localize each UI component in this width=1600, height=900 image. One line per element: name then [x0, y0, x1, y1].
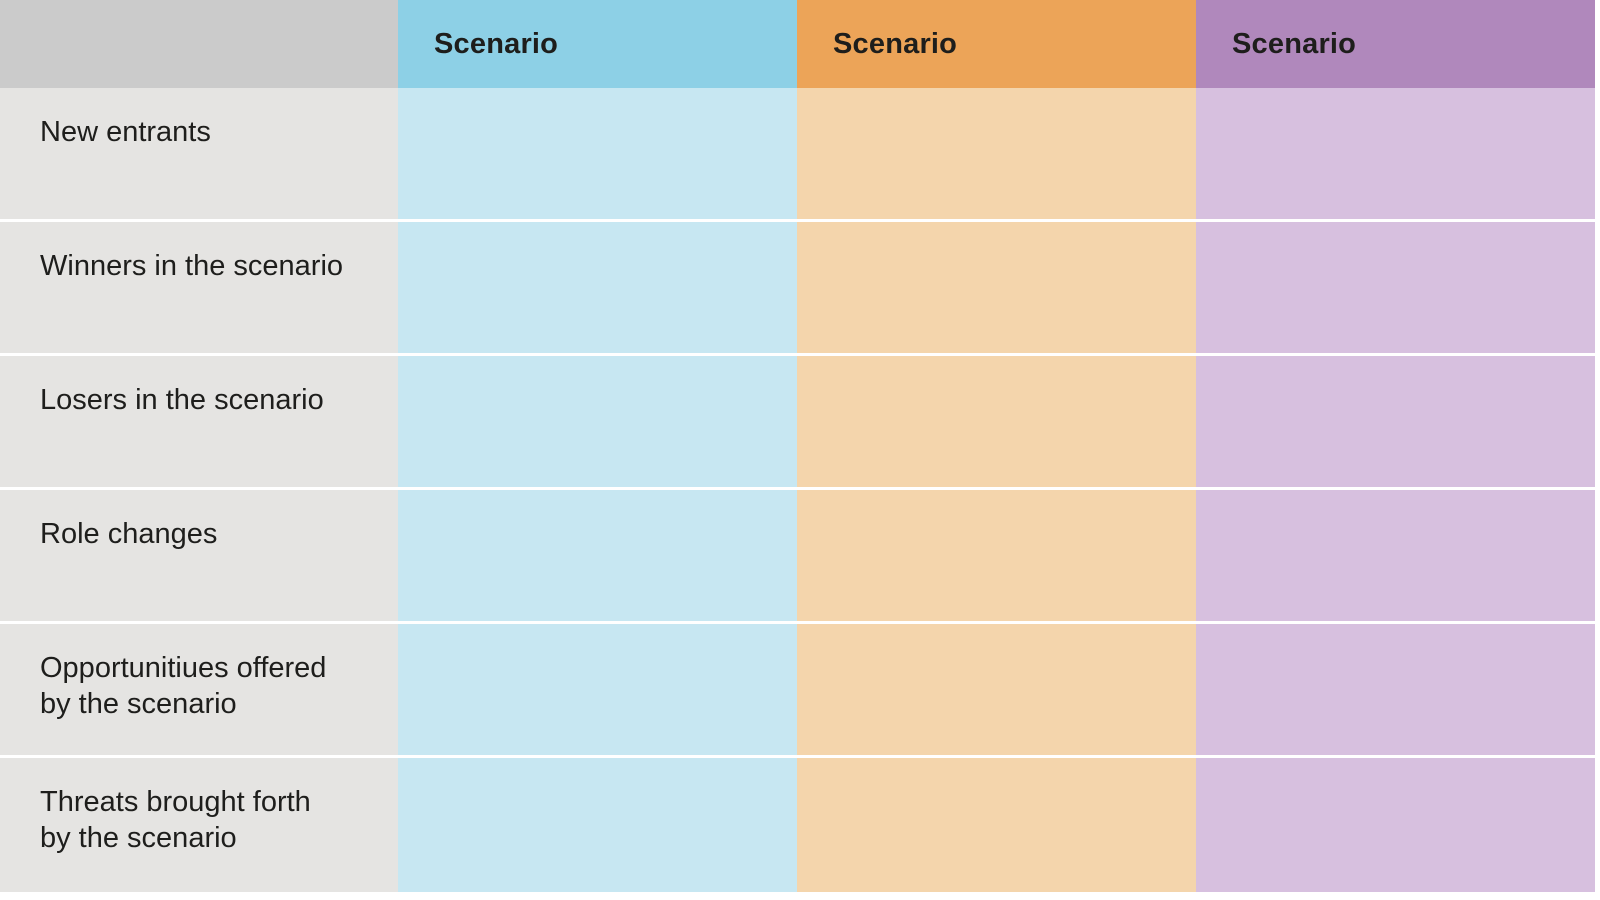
matrix-cell — [1196, 624, 1595, 758]
table-row-opportunities: Opportunitiues offered by the scenario — [0, 624, 1595, 758]
matrix-cell — [398, 88, 797, 222]
matrix-cell — [797, 624, 1196, 758]
column-header-label: Scenario — [833, 27, 958, 60]
matrix-cell — [1196, 222, 1595, 356]
matrix-cell — [797, 356, 1196, 490]
matrix-cell — [398, 222, 797, 356]
table-row-threats: Threats brought forth by the scenario — [0, 758, 1595, 892]
matrix-cell — [1196, 356, 1595, 490]
matrix-cell — [398, 624, 797, 758]
matrix-cell — [1196, 758, 1595, 892]
row-label: Opportunitiues offered by the scenario — [0, 624, 398, 758]
column-header-scenario-3: Scenario — [1196, 0, 1595, 88]
matrix-cell — [797, 88, 1196, 222]
matrix-cell — [398, 356, 797, 490]
matrix-cell — [398, 758, 797, 892]
column-header-label: Scenario — [1232, 27, 1357, 60]
row-label: Winners in the scenario — [0, 222, 398, 356]
matrix-cell — [398, 490, 797, 624]
column-header-scenario-1: Scenario — [398, 0, 797, 88]
corner-header-cell — [0, 0, 398, 88]
matrix-cell — [1196, 490, 1595, 624]
row-label: Role changes — [0, 490, 398, 624]
table-row-new-entrants: New entrants — [0, 88, 1595, 222]
table-row-winners: Winners in the scenario — [0, 222, 1595, 356]
table-header-row: Scenario Scenario Scenario — [0, 0, 1595, 88]
table-row-role-changes: Role changes — [0, 490, 1595, 624]
matrix-cell — [797, 222, 1196, 356]
row-label: New entrants — [0, 88, 398, 222]
table-row-losers: Losers in the scenario — [0, 356, 1595, 490]
matrix-cell — [797, 758, 1196, 892]
row-label: Threats brought forth by the scenario — [0, 758, 398, 892]
matrix-cell — [1196, 88, 1595, 222]
row-label: Losers in the scenario — [0, 356, 398, 490]
column-header-label: Scenario — [434, 27, 559, 60]
matrix-cell — [797, 490, 1196, 624]
column-header-scenario-2: Scenario — [797, 0, 1196, 88]
